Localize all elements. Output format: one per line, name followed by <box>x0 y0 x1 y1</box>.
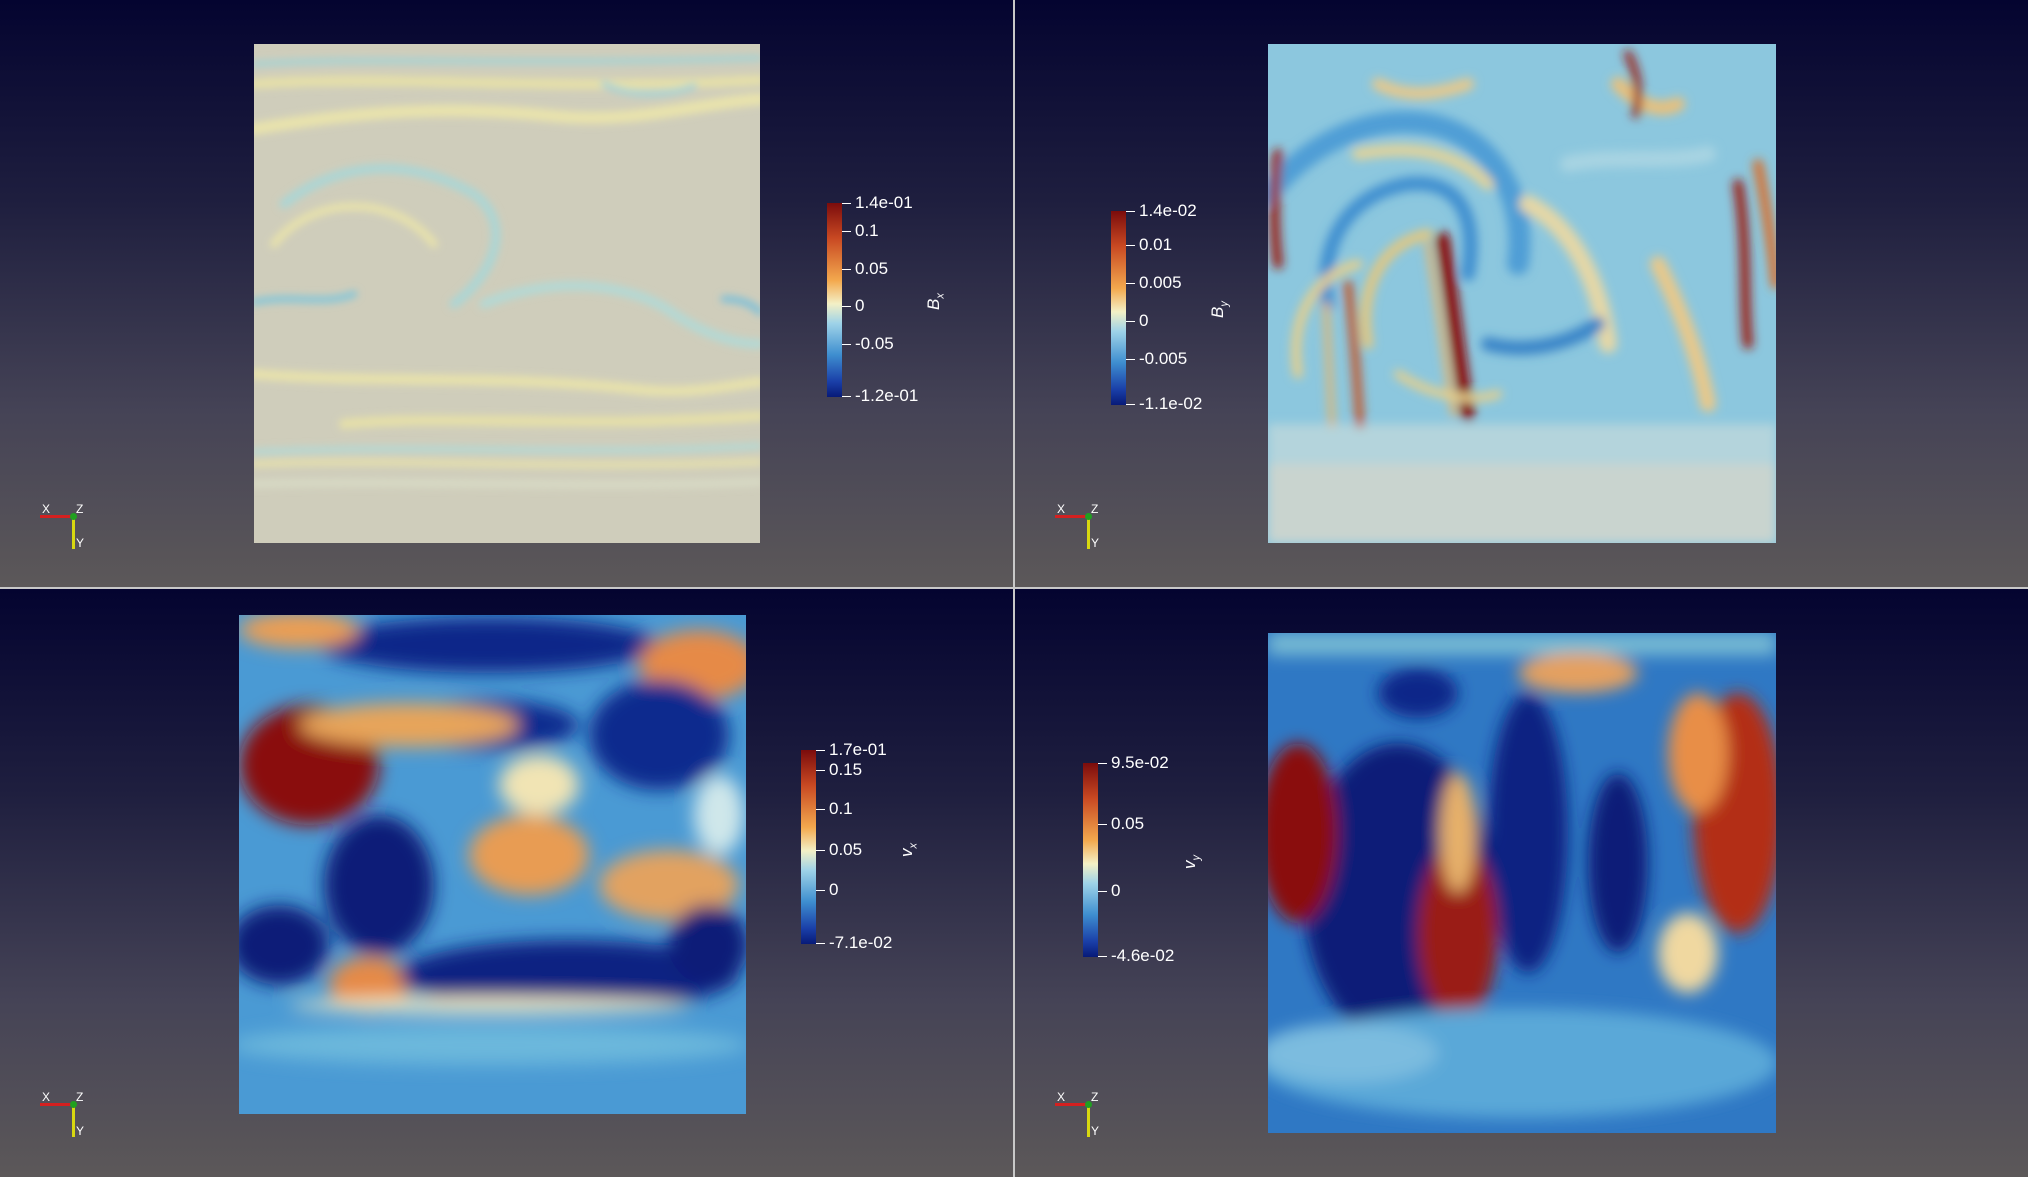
orientation-axes: X Z Y <box>1055 1091 1115 1151</box>
vx-tick-label: 0.1 <box>829 799 853 818</box>
y-axis-arrow <box>72 515 75 549</box>
bx-tick-label: 1.4e-01 <box>855 193 913 212</box>
x-axis-arrow <box>40 515 73 518</box>
x-axis-label: X <box>1057 1090 1066 1104</box>
vy-tick-label: -4.6e-02 <box>1111 946 1175 965</box>
bx-field-plot[interactable] <box>254 44 760 543</box>
vx-tick-mark <box>816 890 825 891</box>
view-vy[interactable]: 9.5e-02 0.05 0 -4.6e-02 vy X Z Y <box>1015 589 2028 1177</box>
vy-tick-label: 9.5e-02 <box>1111 753 1169 772</box>
y-axis-label: Y <box>1091 1124 1100 1138</box>
vy-tick-mark <box>1098 891 1107 892</box>
vy-tick-label: 0 <box>1111 881 1121 900</box>
z-axis-label: Z <box>1091 502 1099 516</box>
y-axis-arrow <box>1087 515 1090 549</box>
orientation-axes: X Z Y <box>40 1091 100 1151</box>
z-axis-dot <box>1085 1101 1092 1108</box>
by-tick-mark <box>1126 211 1135 212</box>
by-tick-label: 0.01 <box>1139 235 1173 254</box>
y-axis-label: Y <box>76 1124 85 1138</box>
vx-colorbar-title: vx <box>897 843 920 857</box>
vy-colorbar-title: vy <box>1180 855 1203 869</box>
by-field-plot[interactable] <box>1268 44 1776 543</box>
vx-tick-label: -7.1e-02 <box>829 933 893 952</box>
vx-tick-mark <box>816 850 825 851</box>
by-colorbar-title: By <box>1208 301 1231 318</box>
by-tick-label: -0.005 <box>1139 349 1188 368</box>
bx-tick-label: -0.05 <box>855 334 894 353</box>
vx-tick-mark <box>816 770 825 771</box>
z-axis-dot <box>70 1101 77 1108</box>
bx-colorbar-gradient <box>827 203 842 397</box>
bx-tick-mark <box>842 231 851 232</box>
bx-colorbar-title: Bx <box>924 293 947 310</box>
by-tick-mark <box>1126 404 1135 405</box>
by-tick-mark <box>1126 245 1135 246</box>
vx-tick-label: 1.7e-01 <box>829 740 887 759</box>
bx-tick-mark <box>842 344 851 345</box>
vx-tick-mark <box>816 943 825 944</box>
y-axis-arrow <box>72 1103 75 1137</box>
bx-tick-label: 0.05 <box>855 259 889 278</box>
bx-tick-mark <box>842 396 851 397</box>
view-bx[interactable]: 1.4e-01 0.1 0.05 0 -0.05 -1.2e-01 Bx X Z… <box>0 0 1013 587</box>
by-tick-label: 0.005 <box>1139 273 1182 292</box>
bx-tick-mark <box>842 269 851 270</box>
vx-tick-label: 0.15 <box>829 760 863 779</box>
vx-field-plot[interactable] <box>239 615 746 1114</box>
z-axis-label: Z <box>1091 1090 1099 1104</box>
x-axis-label: X <box>42 1090 51 1104</box>
bx-tick-label: -1.2e-01 <box>855 386 919 405</box>
by-colorbar-gradient <box>1111 211 1126 405</box>
vy-tick-label: 0.05 <box>1111 814 1145 833</box>
z-axis-dot <box>70 513 77 520</box>
bx-tick-label: 0 <box>855 296 865 315</box>
vy-field-plot[interactable] <box>1268 633 1776 1133</box>
vx-colorbar-gradient <box>801 750 816 944</box>
by-tick-label: 1.4e-02 <box>1139 201 1197 220</box>
vx-tick-label: 0 <box>829 880 839 899</box>
by-tick-label: -1.1e-02 <box>1139 394 1203 413</box>
vy-colorbar-gradient <box>1083 763 1098 957</box>
bx-tick-mark <box>842 203 851 204</box>
z-axis-label: Z <box>76 1090 84 1104</box>
vy-tick-mark <box>1098 763 1107 764</box>
y-axis-arrow <box>1087 1103 1090 1137</box>
x-axis-arrow <box>1055 515 1088 518</box>
by-tick-mark <box>1126 359 1135 360</box>
vx-tick-label: 0.05 <box>829 840 863 859</box>
vy-colorbar: 9.5e-02 0.05 0 -4.6e-02 <box>1083 753 1203 965</box>
z-axis-dot <box>1085 513 1092 520</box>
x-axis-label: X <box>42 502 51 516</box>
view-by[interactable]: 1.4e-02 0.01 0.005 0 -0.005 -1.1e-02 By … <box>1015 0 2028 587</box>
x-axis-arrow <box>40 1103 73 1106</box>
vx-tick-mark <box>816 809 825 810</box>
by-tick-mark <box>1126 283 1135 284</box>
view-divider-horizontal[interactable] <box>0 587 2028 589</box>
x-axis-label: X <box>1057 502 1066 516</box>
vx-tick-mark <box>816 750 825 751</box>
x-axis-arrow <box>1055 1103 1088 1106</box>
bx-tick-mark <box>842 306 851 307</box>
orientation-axes: X Z Y <box>40 503 100 563</box>
by-tick-label: 0 <box>1139 311 1149 330</box>
y-axis-label: Y <box>76 536 85 550</box>
by-colorbar: 1.4e-02 0.01 0.005 0 -0.005 -1.1e-02 <box>1111 201 1231 413</box>
y-axis-label: Y <box>1091 536 1100 550</box>
view-vx[interactable]: 1.7e-01 0.15 0.1 0.05 0 -7.1e-02 vx X Z … <box>0 589 1013 1177</box>
bx-tick-label: 0.1 <box>855 221 879 240</box>
bx-colorbar: 1.4e-01 0.1 0.05 0 -0.05 -1.2e-01 <box>827 193 947 405</box>
z-axis-label: Z <box>76 502 84 516</box>
vx-colorbar: 1.7e-01 0.15 0.1 0.05 0 -7.1e-02 <box>801 740 921 952</box>
vy-tick-mark <box>1098 824 1107 825</box>
by-tick-mark <box>1126 321 1135 322</box>
vy-tick-mark <box>1098 956 1107 957</box>
orientation-axes: X Z Y <box>1055 503 1115 563</box>
